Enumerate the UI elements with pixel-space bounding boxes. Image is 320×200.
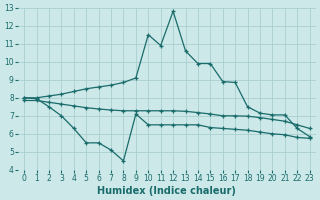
X-axis label: Humidex (Indice chaleur): Humidex (Indice chaleur) <box>98 186 236 196</box>
